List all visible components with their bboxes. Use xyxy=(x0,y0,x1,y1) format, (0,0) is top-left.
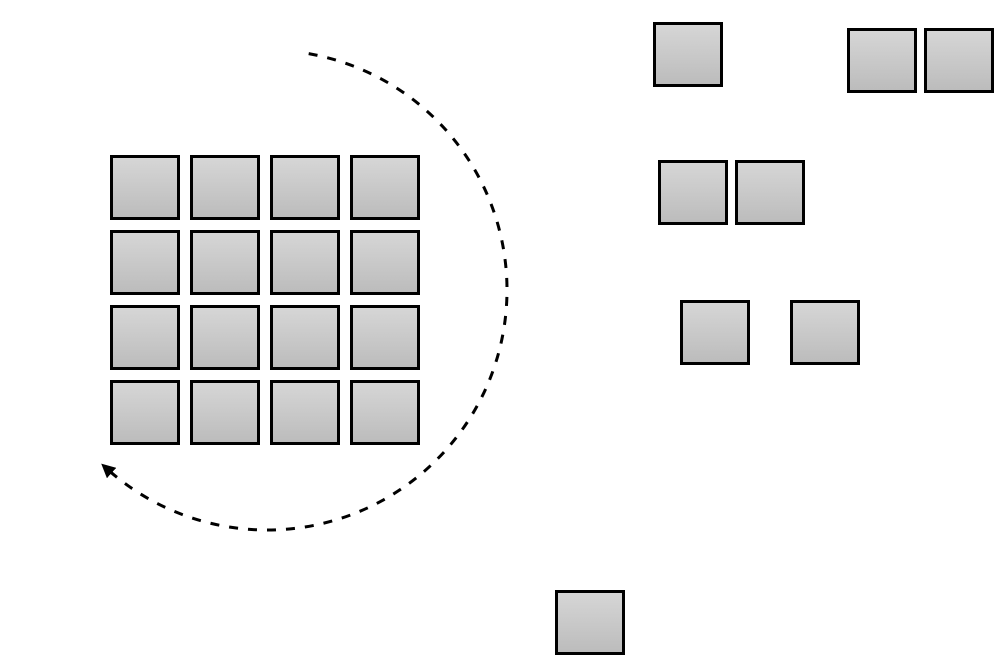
scatter-box-4 xyxy=(735,160,805,225)
grid-box-r2-c1 xyxy=(190,305,260,370)
grid-box-r3-c1 xyxy=(190,380,260,445)
grid-box-r2-c2 xyxy=(270,305,340,370)
grid-box-r1-c0 xyxy=(110,230,180,295)
grid-box-r3-c3 xyxy=(350,380,420,445)
grid-box-r1-c2 xyxy=(270,230,340,295)
grid-box-r2-c3 xyxy=(350,305,420,370)
grid-box-r0-c0 xyxy=(110,155,180,220)
scatter-box-1 xyxy=(847,28,917,93)
grid-box-r0-c3 xyxy=(350,155,420,220)
scatter-box-2 xyxy=(924,28,994,93)
grid-box-r3-c2 xyxy=(270,380,340,445)
grid-box-r1-c3 xyxy=(350,230,420,295)
grid-box-r3-c0 xyxy=(110,380,180,445)
grid-box-r2-c0 xyxy=(110,305,180,370)
scatter-box-5 xyxy=(680,300,750,365)
scatter-box-7 xyxy=(555,590,625,655)
scatter-box-0 xyxy=(653,22,723,87)
scatter-box-6 xyxy=(790,300,860,365)
scatter-box-3 xyxy=(658,160,728,225)
grid-box-r0-c1 xyxy=(190,155,260,220)
grid-box-r1-c1 xyxy=(190,230,260,295)
grid-box-r0-c2 xyxy=(270,155,340,220)
